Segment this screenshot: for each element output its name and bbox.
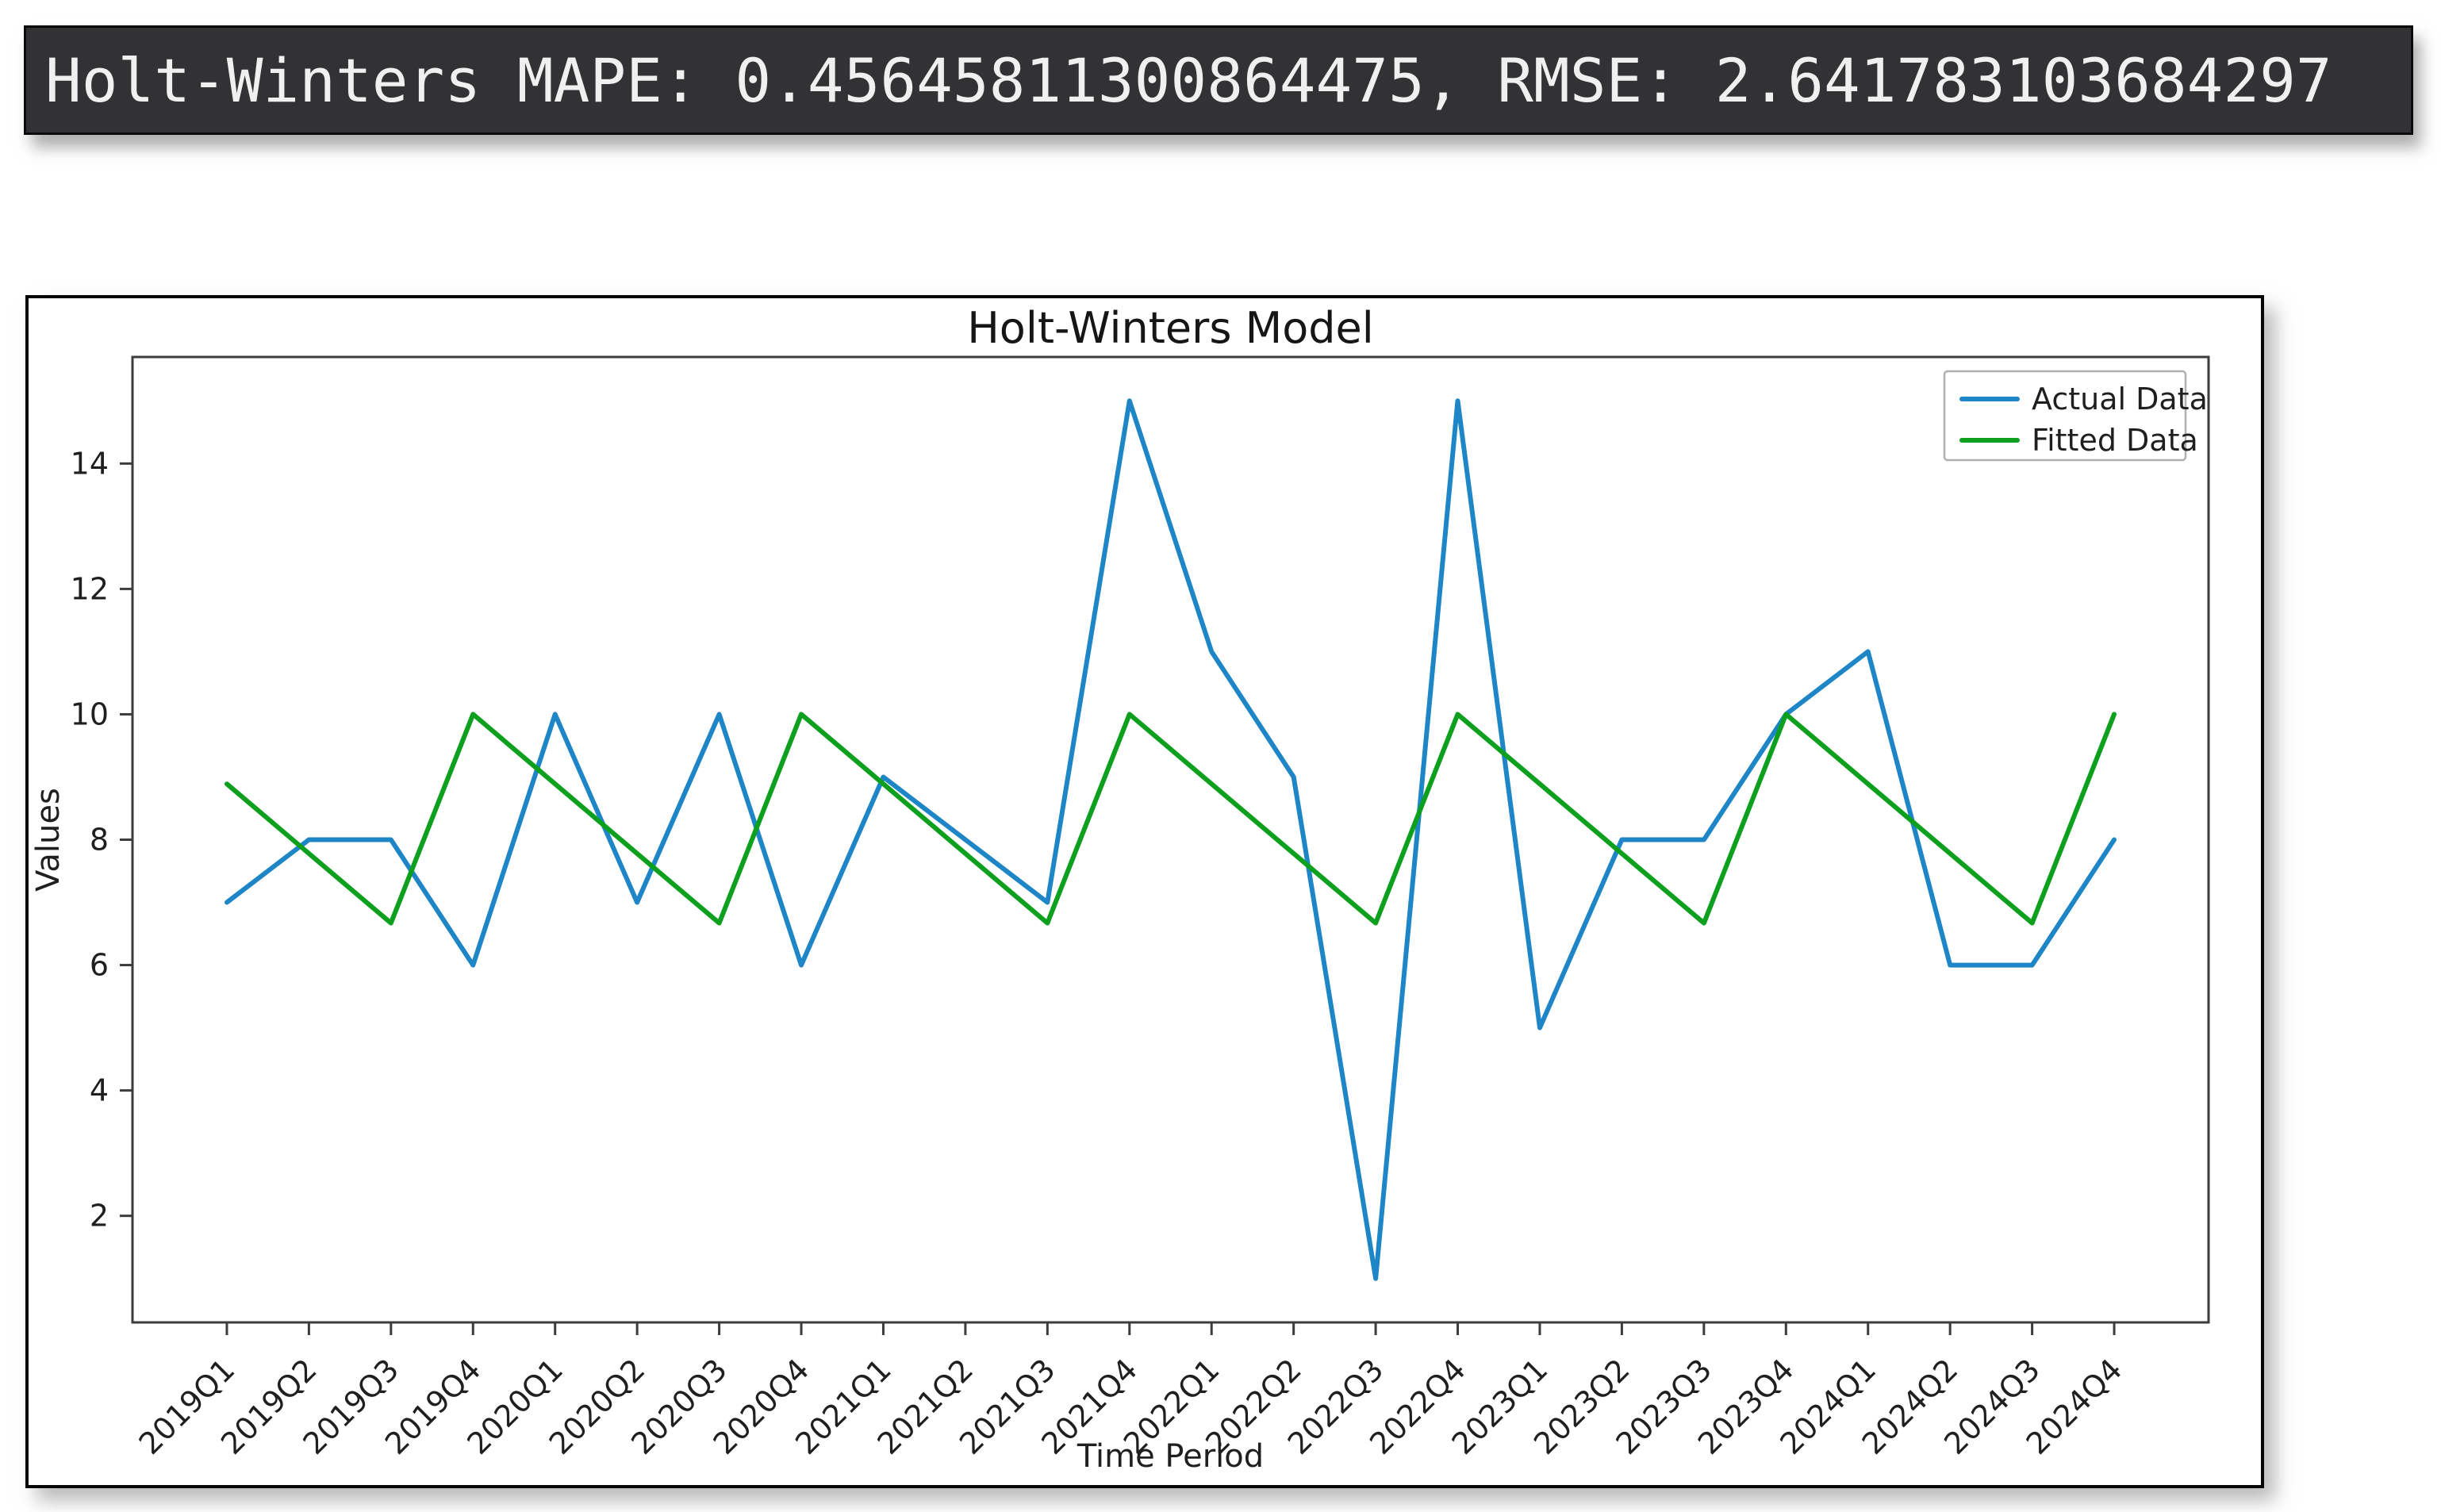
- y-tick-label: 8: [90, 823, 109, 858]
- y-tick-label: 10: [71, 697, 109, 731]
- y-tick-label: 2: [90, 1199, 109, 1234]
- y-tick-label: 4: [90, 1073, 109, 1108]
- fitted-data-line: [225, 712, 2117, 926]
- legend-label-fitted-data: Fitted Data: [2032, 423, 2198, 458]
- chart-panel: Holt-Winters Model 2 4 6 8 10 12 14 2019Q1 2019Q2…: [25, 295, 2264, 1488]
- y-axis-label: Values: [30, 788, 67, 892]
- chart-title: Holt-Winters Model: [967, 303, 1374, 353]
- y-tick-label: 6: [90, 948, 109, 983]
- y-tick-label: 14: [71, 446, 109, 481]
- legend-label-actual-data: Actual Data: [2032, 382, 2208, 416]
- terminal-output-text: Holt-Winters MAPE: 0.45645811300864475, …: [45, 44, 2332, 116]
- actual-data-line: [225, 398, 2117, 1281]
- y-tick-label: 12: [71, 571, 109, 606]
- plot-spines: [131, 355, 2210, 1324]
- chart-svg: Holt-Winters Model24681012142019Q12019Q2…: [30, 303, 2210, 1475]
- terminal-output-bar: Holt-Winters MAPE: 0.45645811300864475, …: [24, 25, 2413, 135]
- x-axis-label: Time Period: [1077, 1438, 1264, 1475]
